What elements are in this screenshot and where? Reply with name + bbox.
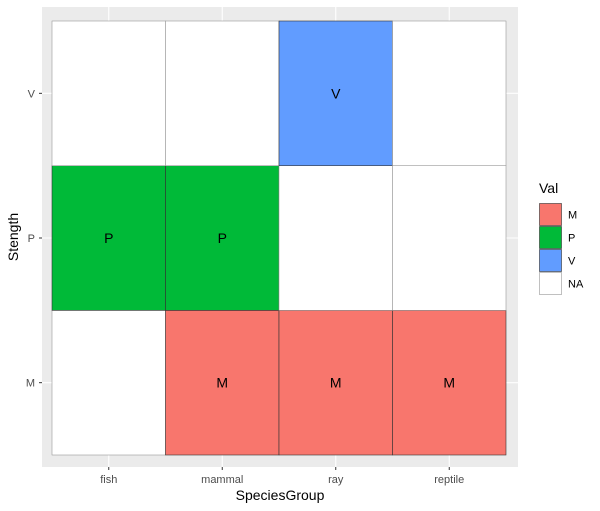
y-axis: M P V xyxy=(26,88,42,390)
heatmap-cell-reptile-M xyxy=(392,310,507,456)
legend-label-P: P xyxy=(568,233,575,245)
heatmap-cell-reptile-V xyxy=(392,20,507,166)
y-axis-title: Stength xyxy=(5,213,21,261)
y-tick-label: V xyxy=(28,88,36,100)
cell-labels: M M M P P V xyxy=(104,85,455,390)
heatmap-cells xyxy=(51,20,507,456)
legend: Val MPV NA xyxy=(539,180,584,295)
x-tick-label: mammal xyxy=(201,474,243,486)
cell-label-fish-P: P xyxy=(104,230,113,246)
cell-label-ray-V: V xyxy=(331,85,341,101)
legend-swatch-V xyxy=(539,249,562,272)
cell-label-ray-M: M xyxy=(330,375,342,391)
cell-label-reptile-M: M xyxy=(443,375,455,391)
legend-label-V: V xyxy=(568,256,576,268)
y-tick-label: P xyxy=(28,233,35,245)
x-tick-label: reptile xyxy=(434,474,464,486)
x-axis: fish mammal ray reptile xyxy=(100,467,464,486)
legend-label-NA: NA xyxy=(568,279,584,291)
heatmap-cell-fish-V xyxy=(51,20,166,166)
cell-label-mammal-M: M xyxy=(216,375,228,391)
heatmap-cell-fish-P xyxy=(51,165,166,311)
x-tick-label: fish xyxy=(100,474,117,486)
legend-title: Val xyxy=(539,180,558,196)
x-axis-title: SpeciesGroup xyxy=(236,487,325,503)
heatmap-cell-fish-M xyxy=(51,310,166,456)
legend-label-M: M xyxy=(568,210,577,222)
legend-swatch-M xyxy=(539,203,562,226)
heatmap-cell-mammal-V xyxy=(165,20,280,166)
y-tick-label: M xyxy=(26,378,35,390)
cell-label-mammal-P: P xyxy=(218,230,227,246)
legend-swatch-NA xyxy=(539,272,562,295)
heatmap-cell-ray-M xyxy=(278,310,393,456)
heatmap-cell-ray-P xyxy=(278,165,393,311)
legend-swatch-P xyxy=(539,226,562,249)
heatmap-cell-ray-V xyxy=(278,20,393,166)
heatmap-cell-mammal-P xyxy=(165,165,280,311)
x-tick-label: ray xyxy=(328,474,344,486)
heatmap-cell-reptile-P xyxy=(392,165,507,311)
